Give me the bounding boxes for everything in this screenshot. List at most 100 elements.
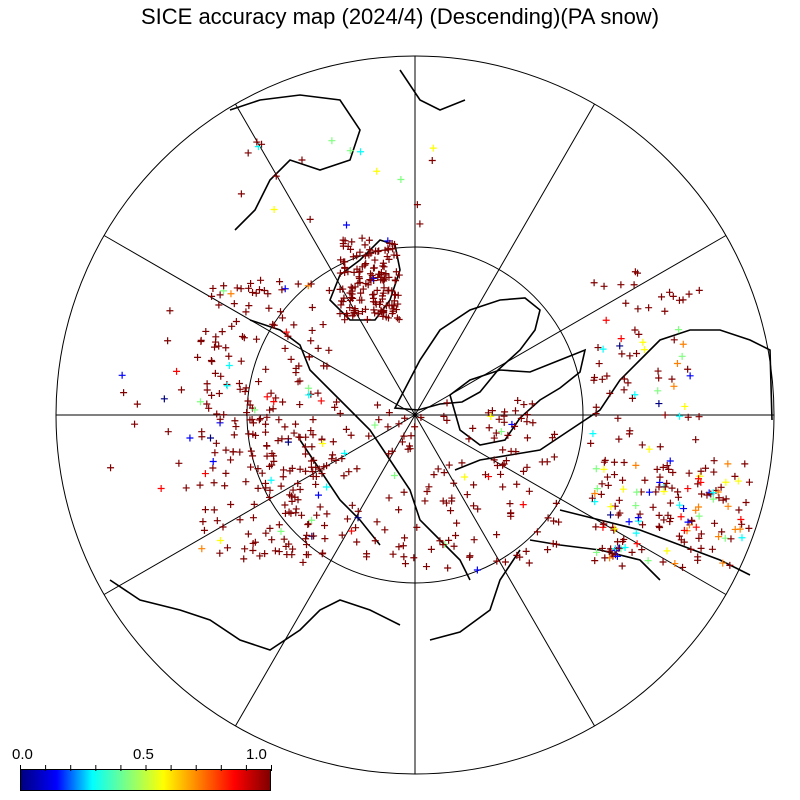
accuracy-point [365, 236, 373, 244]
accuracy-point [734, 477, 742, 485]
accuracy-point [278, 314, 286, 322]
accuracy-point [590, 373, 598, 381]
accuracy-point [722, 478, 730, 486]
meridian-line [414, 103, 595, 416]
accuracy-point [281, 285, 289, 293]
accuracy-point [354, 514, 362, 522]
accuracy-point [328, 137, 336, 145]
accuracy-point [661, 307, 669, 315]
accuracy-point [630, 281, 638, 289]
accuracy-point [307, 280, 315, 288]
accuracy-point [303, 531, 311, 539]
accuracy-point [410, 554, 418, 562]
accuracy-point [236, 448, 244, 456]
accuracy-point [604, 481, 612, 489]
accuracy-point [694, 475, 702, 483]
accuracy-point [346, 304, 354, 312]
accuracy-point [428, 156, 436, 164]
accuracy-point [452, 532, 460, 540]
accuracy-point [289, 545, 297, 553]
accuracy-point [118, 371, 126, 379]
accuracy-point [634, 514, 642, 522]
accuracy-point [368, 271, 376, 279]
accuracy-point [592, 465, 600, 473]
accuracy-point [663, 462, 671, 470]
accuracy-point [552, 540, 560, 548]
meridian-line [414, 414, 727, 595]
accuracy-point [249, 289, 257, 297]
accuracy-point [393, 314, 401, 322]
accuracy-point [600, 458, 608, 466]
accuracy-point [257, 276, 265, 284]
accuracy-point [722, 495, 730, 503]
accuracy-point [201, 506, 209, 514]
accuracy-point [698, 490, 706, 498]
accuracy-point [338, 455, 346, 463]
accuracy-point [659, 558, 667, 566]
accuracy-point [695, 413, 703, 421]
accuracy-point [231, 417, 239, 425]
accuracy-point [589, 430, 597, 438]
accuracy-point [399, 542, 407, 550]
accuracy-point [679, 340, 687, 348]
accuracy-point [434, 465, 442, 473]
accuracy-point [280, 466, 288, 474]
accuracy-point [714, 488, 722, 496]
accuracy-point [598, 480, 606, 488]
accuracy-point [692, 506, 700, 514]
accuracy-point [654, 387, 662, 395]
accuracy-point [242, 308, 250, 316]
accuracy-point [237, 285, 245, 293]
accuracy-point [325, 286, 333, 294]
accuracy-point [380, 263, 388, 271]
accuracy-point [325, 346, 333, 354]
accuracy-point [253, 138, 261, 146]
accuracy-point [594, 344, 602, 352]
accuracy-point [329, 451, 337, 459]
accuracy-point [241, 545, 249, 553]
accuracy-point [211, 343, 219, 351]
accuracy-point [633, 350, 641, 358]
meridian-line [103, 235, 416, 416]
accuracy-point [284, 332, 292, 340]
accuracy-point [587, 439, 595, 447]
accuracy-point [631, 391, 639, 399]
accuracy-point [724, 502, 732, 510]
accuracy-point [276, 308, 284, 316]
accuracy-point [600, 520, 608, 528]
accuracy-point [203, 400, 211, 408]
accuracy-point [659, 463, 667, 471]
accuracy-point [655, 483, 663, 491]
accuracy-point [304, 384, 312, 392]
accuracy-point [603, 473, 611, 481]
accuracy-point [381, 526, 389, 534]
colorbar-min-label: 0.0 [12, 746, 33, 763]
accuracy-point [628, 394, 636, 402]
accuracy-point [212, 338, 220, 346]
accuracy-point [302, 551, 310, 559]
accuracy-point [497, 428, 505, 436]
accuracy-point [385, 409, 393, 417]
accuracy-point [289, 486, 297, 494]
accuracy-point [395, 316, 403, 324]
accuracy-point [485, 424, 493, 432]
accuracy-point [666, 457, 674, 465]
accuracy-point [269, 405, 277, 413]
accuracy-point [514, 396, 522, 404]
alaska-coast [429, 539, 661, 641]
accuracy-point [363, 553, 371, 561]
accuracy-point [513, 480, 521, 488]
accuracy-point [686, 372, 694, 380]
accuracy-point [379, 289, 387, 297]
accuracy-point [343, 221, 351, 229]
accuracy-point [694, 553, 702, 561]
accuracy-point [342, 425, 350, 433]
accuracy-point [370, 306, 378, 314]
accuracy-point [262, 529, 270, 537]
accuracy-point [209, 457, 217, 465]
accuracy-point [196, 398, 204, 406]
accuracy-point [523, 463, 531, 471]
accuracy-point [599, 345, 607, 353]
accuracy-point [719, 559, 727, 567]
accuracy-point [660, 488, 668, 496]
